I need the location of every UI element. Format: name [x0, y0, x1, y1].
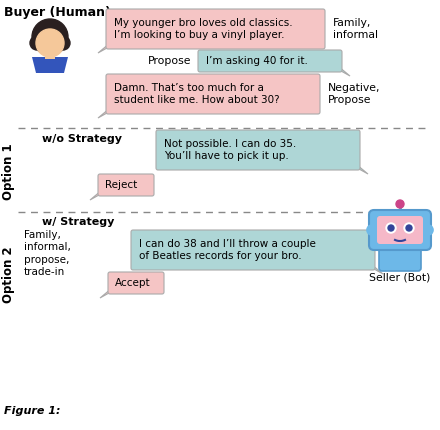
Text: Option 2: Option 2	[3, 247, 15, 303]
FancyBboxPatch shape	[369, 210, 431, 250]
FancyBboxPatch shape	[98, 174, 154, 196]
Circle shape	[386, 223, 396, 233]
Bar	[45, 53, 55, 59]
FancyBboxPatch shape	[108, 272, 164, 294]
Text: Family,
informal,
propose,
trade-in: Family, informal, propose, trade-in	[24, 230, 71, 277]
Text: My younger bro loves old classics.
I’m looking to buy a vinyl player.: My younger bro loves old classics. I’m l…	[114, 18, 293, 40]
Polygon shape	[98, 108, 116, 118]
FancyBboxPatch shape	[106, 9, 325, 49]
Text: Accept: Accept	[115, 278, 150, 288]
Polygon shape	[100, 288, 118, 298]
FancyBboxPatch shape	[131, 230, 375, 270]
Circle shape	[56, 36, 70, 50]
Text: Negative,
Propose: Negative, Propose	[328, 83, 381, 105]
Circle shape	[423, 225, 433, 235]
Text: Propose: Propose	[148, 56, 191, 66]
Circle shape	[367, 225, 377, 235]
Text: Not possible. I can do 35.
You’ll have to pick it up.: Not possible. I can do 35. You’ll have t…	[164, 139, 296, 161]
Circle shape	[396, 200, 404, 208]
Circle shape	[30, 36, 44, 50]
Text: w/o Strategy: w/o Strategy	[42, 134, 122, 144]
FancyBboxPatch shape	[379, 247, 421, 271]
Polygon shape	[365, 264, 383, 274]
FancyBboxPatch shape	[156, 130, 360, 170]
Polygon shape	[90, 190, 108, 200]
Text: Damn. That’s too much for a
student like me. How about 30?: Damn. That’s too much for a student like…	[114, 83, 280, 105]
Polygon shape	[332, 66, 350, 76]
Circle shape	[406, 225, 412, 231]
Text: Option 1: Option 1	[3, 144, 15, 200]
FancyBboxPatch shape	[377, 216, 423, 244]
Circle shape	[36, 29, 64, 57]
FancyBboxPatch shape	[198, 50, 342, 72]
Text: Figure 1:: Figure 1:	[4, 406, 60, 416]
Text: w/ Strategy: w/ Strategy	[42, 217, 114, 227]
Polygon shape	[350, 164, 368, 174]
Text: Reject: Reject	[105, 180, 137, 190]
Text: I can do 38 and I’ll throw a couple
of Beatles records for your bro.: I can do 38 and I’ll throw a couple of B…	[139, 239, 316, 261]
Polygon shape	[98, 43, 116, 53]
Circle shape	[32, 19, 68, 55]
FancyBboxPatch shape	[106, 74, 320, 114]
Circle shape	[388, 225, 394, 231]
Polygon shape	[32, 57, 68, 73]
Text: I’m asking 40 for it.: I’m asking 40 for it.	[206, 56, 308, 66]
Text: Family,
informal: Family, informal	[333, 18, 378, 40]
Circle shape	[404, 223, 414, 233]
Text: Buyer (Human): Buyer (Human)	[4, 6, 111, 19]
Text: Seller (Bot): Seller (Bot)	[369, 272, 431, 282]
FancyBboxPatch shape	[395, 245, 405, 250]
